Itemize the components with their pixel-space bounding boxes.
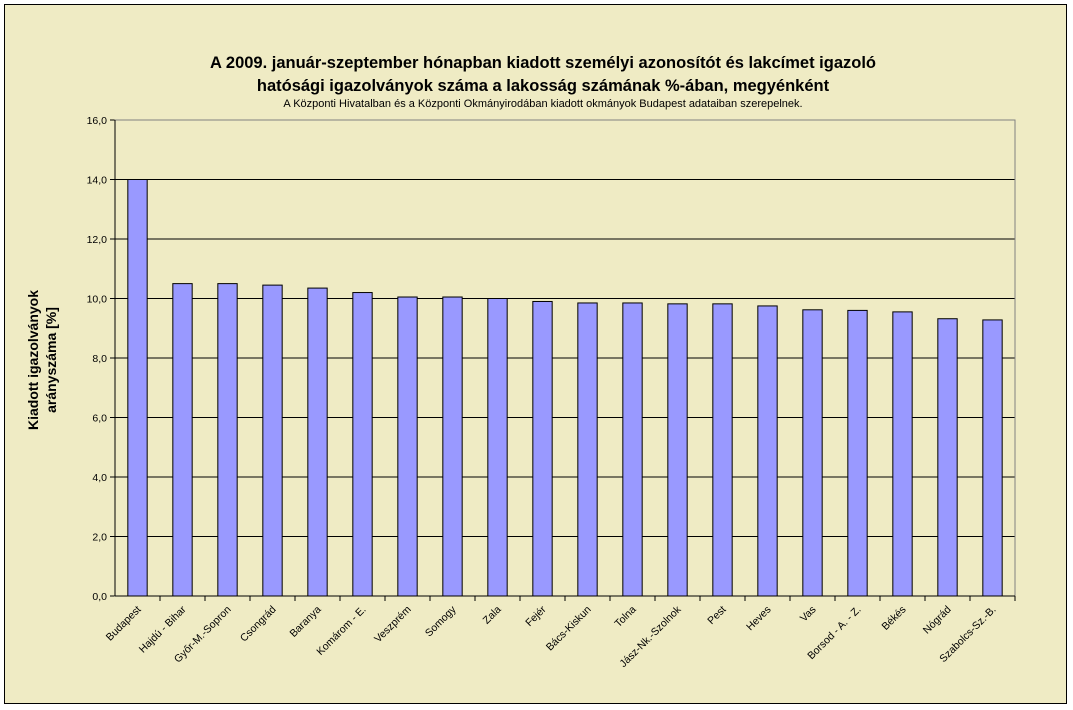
x-category-label: Csongrád: [238, 604, 279, 645]
chart-subtitle: A Központi Hivatalban és a Központi Okmá…: [283, 98, 802, 110]
y-tick-label: 6,0: [92, 413, 107, 425]
bar-8: [442, 296, 463, 597]
bar-13: [667, 303, 688, 597]
y-axis-title: Kiadott igazolványok arányszáma [%]: [25, 290, 59, 430]
y-tick-label: 8,0: [92, 353, 107, 365]
x-category-label: Budapest: [104, 604, 144, 644]
x-category-label: Somogy: [423, 603, 459, 639]
chart-title-line1: A 2009. január-szeptember hónapban kiado…: [210, 54, 876, 72]
x-category-label: Bács-Kiskun: [544, 604, 594, 654]
bar-chart: A 2009. január-szeptember hónapban kiado…: [25, 54, 1016, 670]
bar-5: [307, 287, 328, 597]
x-category-label: Pest: [705, 604, 728, 627]
y-tick-label: 16,0: [87, 115, 108, 127]
bar-20: [982, 319, 1003, 597]
bar-11: [577, 302, 598, 597]
bar-14: [712, 303, 733, 597]
x-category-label: Nógrád: [921, 604, 954, 637]
chart-title-line2: hatósági igazolványok száma a lakosság s…: [257, 77, 830, 95]
bar-17: [847, 309, 868, 597]
y-tick-label: 12,0: [87, 234, 108, 246]
y-tick-label: 14,0: [87, 175, 108, 187]
bar-3: [217, 283, 238, 597]
x-category-label: Zala: [481, 604, 504, 627]
x-category-label: Baranya: [287, 604, 323, 640]
x-category-label: Vas: [798, 604, 819, 625]
y-tick-label: 4,0: [92, 472, 107, 484]
x-category-label: Heves: [744, 604, 774, 634]
y-axis-title-line2: arányszáma [%]: [43, 307, 59, 413]
chart-frame: A 2009. január-szeptember hónapban kiado…: [4, 4, 1067, 704]
bar-18: [892, 311, 913, 597]
bar-1: [127, 179, 148, 597]
bar-16: [802, 309, 823, 597]
bar-2: [172, 283, 193, 597]
y-tick-label: 0,0: [92, 591, 107, 603]
x-category-label: Fejér: [523, 603, 549, 629]
x-category-label: Tolna: [612, 604, 638, 630]
bar-7: [397, 296, 418, 597]
bar-6: [352, 292, 373, 597]
bar-19: [937, 318, 958, 597]
bar-12: [622, 302, 643, 597]
x-category-label: Békés: [879, 604, 908, 633]
y-tick-label: 2,0: [92, 532, 107, 544]
bar-15: [757, 305, 778, 597]
plot-area: 0,0 2,0 4,0 6,0 8,0 10,0 12,0 14,0 16,0 Budapest H…: [87, 115, 1016, 670]
bar-10: [532, 300, 553, 597]
y-tick-label: 10,0: [87, 294, 108, 306]
bar-9: [487, 298, 508, 597]
bar-4: [262, 284, 283, 597]
y-axis-title-line1: Kiadott igazolványok: [25, 290, 41, 430]
x-category-label: Veszprém: [372, 603, 414, 645]
